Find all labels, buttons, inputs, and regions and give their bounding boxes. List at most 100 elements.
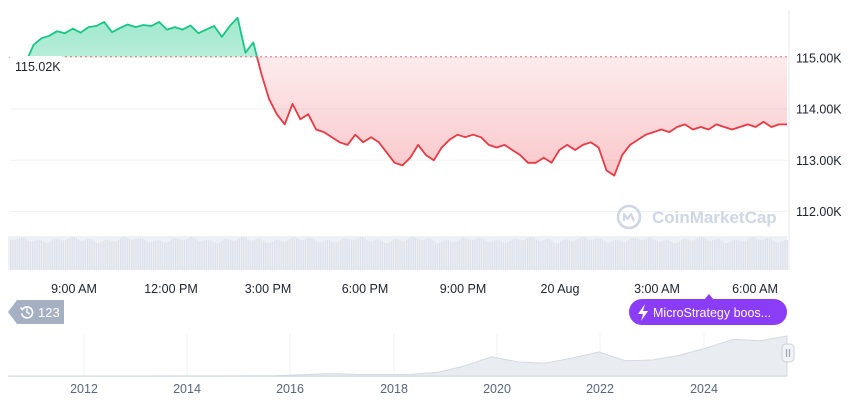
volume-bar (34, 240, 36, 270)
volume-bar (146, 241, 148, 270)
volume-bar (104, 240, 106, 270)
volume-bar (289, 238, 291, 270)
volume-bar (441, 241, 443, 270)
volume-bar (225, 238, 227, 270)
volume-bar (656, 241, 659, 270)
volume-bar (738, 240, 740, 270)
volume-bar (443, 240, 445, 270)
volume-bar (595, 238, 597, 270)
volume-bar (120, 238, 122, 270)
volume-bar (494, 240, 496, 270)
volume-bar (54, 239, 56, 270)
volume-bar (392, 239, 395, 270)
volume-bar (744, 240, 747, 270)
volume-bar (302, 239, 304, 270)
volume-bar (331, 241, 333, 270)
baseline-label: 115.02K (10, 56, 62, 76)
volume-bar (505, 242, 507, 270)
volume-bar (386, 243, 388, 270)
lightning-icon (638, 304, 648, 321)
volume-bar (628, 240, 630, 270)
volume-bar (465, 237, 467, 270)
volume-bar (364, 238, 366, 270)
volume-bar (293, 237, 296, 270)
volume-bar (483, 239, 485, 270)
volume-bar (692, 240, 694, 270)
volume-bar (298, 239, 300, 270)
volume-bar (115, 241, 117, 270)
volume-bar (566, 239, 568, 270)
volume-bar (445, 239, 447, 270)
volume-bar (762, 239, 764, 270)
volume-bar (577, 238, 579, 270)
volume-bar (593, 239, 595, 270)
volume-bar (551, 240, 553, 270)
history-badge[interactable]: 123 (8, 300, 64, 324)
volume-bar (67, 239, 69, 270)
volume-bar (291, 237, 293, 270)
volume-bar (676, 242, 678, 270)
navigator-year-label: 2014 (173, 382, 201, 396)
y-tick-label: 115.00K (796, 51, 842, 65)
volume-bar (520, 240, 522, 270)
navigator-handle[interactable] (781, 343, 795, 363)
volume-bar (271, 241, 274, 270)
volume-bar (709, 240, 711, 270)
volume-bar (496, 239, 498, 270)
volume-bar (133, 239, 135, 270)
volume-bar (575, 240, 577, 270)
volume-bar (399, 240, 401, 270)
volume-bar (749, 237, 751, 270)
volume-bar (300, 239, 302, 270)
navigator-year-label: 2024 (690, 382, 718, 396)
volume-bar (267, 243, 269, 270)
volume-bar (366, 239, 368, 270)
volume-bar (414, 237, 417, 270)
volume-bar (450, 241, 452, 270)
volume-bar (456, 241, 458, 270)
volume-bar (733, 239, 736, 270)
volume-bar (718, 239, 720, 270)
volume-bar (197, 240, 199, 270)
volume-bar (124, 237, 126, 270)
volume-bar (430, 238, 432, 270)
volume-bar (25, 239, 27, 270)
volume-bar (47, 242, 49, 270)
volume-bar (18, 237, 21, 270)
volume-bar (58, 239, 60, 270)
volume-bar (181, 240, 183, 270)
volume-bar (491, 241, 494, 270)
volume-bar (410, 237, 412, 270)
volume-bar (571, 241, 573, 270)
volume-bar (663, 240, 665, 270)
volume-bar (168, 241, 170, 270)
volume-bar (621, 242, 623, 270)
volume-bar (740, 241, 742, 270)
volume-bar (544, 239, 546, 270)
volume-bar (183, 239, 186, 270)
volume-bar (573, 241, 575, 270)
volume-bar (742, 241, 744, 270)
volume-bar (282, 241, 285, 270)
volume-bar (359, 237, 362, 270)
volume-bar (694, 239, 696, 270)
volume-bar (205, 239, 208, 270)
watermark-text: CoinMarketCap (652, 208, 777, 227)
volume-bar (648, 237, 650, 270)
volume-bar (586, 238, 588, 270)
volume-bar (661, 241, 663, 270)
volume-bar (216, 243, 219, 270)
price-line-up (10, 16, 258, 57)
volume-bar (650, 237, 652, 270)
volume-bar (62, 240, 65, 270)
volume-bar (12, 240, 14, 270)
volume-bar (689, 240, 692, 270)
volume-bar (157, 240, 159, 270)
news-badge[interactable]: MicroStrategy boos... (629, 294, 787, 325)
below-baseline-area (10, 56, 787, 176)
volume-bar (190, 237, 192, 270)
news-badge-text: MicroStrategy boos... (653, 306, 771, 320)
volume-bar (700, 236, 703, 270)
